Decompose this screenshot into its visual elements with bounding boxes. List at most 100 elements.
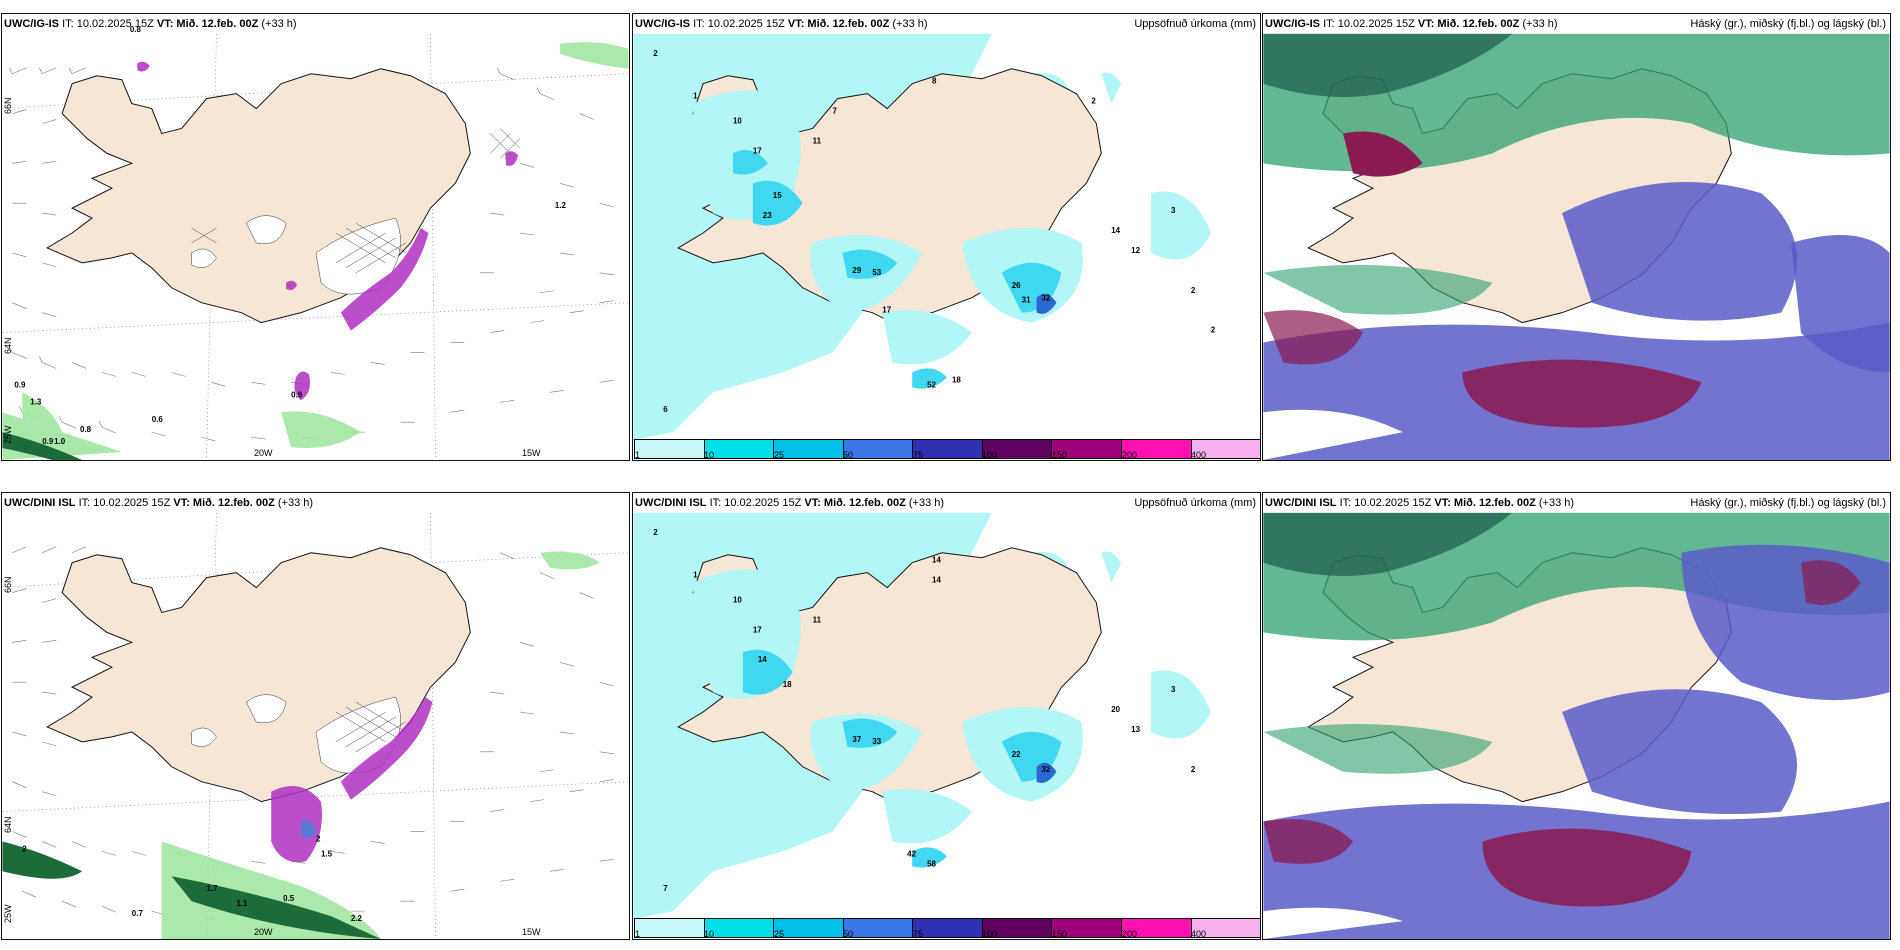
svg-text:0.9: 0.9 [42,437,54,446]
svg-text:0.9: 0.9 [14,380,26,389]
svg-text:1: 1 [693,92,698,101]
legend-label: 400 [1191,450,1207,460]
svg-text:2: 2 [653,49,658,58]
panel-clouds-igis: UWC/IG-IS IT: 10.02.2025 15Z VT: Mið. 12… [1262,13,1891,461]
legend-label: 25 [774,929,785,939]
svg-text:33: 33 [872,737,881,746]
lat-label-25w: 25W [3,425,13,444]
svg-text:18: 18 [952,375,961,384]
svg-text:17: 17 [753,146,762,155]
map-clouds [1263,33,1890,460]
svg-text:1.2: 1.2 [555,201,567,210]
svg-text:11: 11 [813,615,822,624]
svg-text:42: 42 [907,849,916,858]
legend-swatch [1052,440,1122,458]
svg-text:1.1: 1.1 [236,899,248,908]
legend-label: 1 [635,450,641,460]
svg-text:2: 2 [653,528,658,537]
svg-text:22: 22 [1012,750,1021,759]
svg-text:17: 17 [882,306,891,315]
svg-text:58: 58 [927,859,936,868]
legend-swatch [1052,919,1122,937]
svg-text:17: 17 [753,625,762,634]
svg-text:10: 10 [733,596,742,605]
svg-text:1: 1 [693,571,698,580]
svg-text:14: 14 [1111,226,1120,235]
panel-title: Uppsöfnuð úrkoma (mm) [1134,497,1256,509]
svg-text:2: 2 [1211,326,1216,335]
svg-text:12: 12 [1131,246,1140,255]
svg-text:11: 11 [813,136,822,145]
legend-label: 50 [843,929,854,939]
legend-label: 200 [1122,929,1138,939]
svg-text:18: 18 [783,680,792,689]
panel-header: UWC/IG-IS IT: 10.02.2025 15Z VT: Mið. 12… [1265,18,1558,30]
svg-text:23: 23 [763,211,772,220]
svg-text:14: 14 [932,576,941,585]
legend-label: 75 [913,450,924,460]
panel-header: UWC/IG-IS IT: 10.02.2025 15Z VT: Mið. 12… [635,18,928,30]
svg-text:2: 2 [22,844,27,853]
legend-swatch [843,919,914,937]
svg-text:3: 3 [1171,685,1176,694]
svg-text:14: 14 [932,556,941,565]
svg-text:29: 29 [852,266,861,275]
legend-label: 100 [982,450,998,460]
svg-text:7: 7 [663,884,668,893]
map-clouds [1263,512,1890,939]
legend-label: 25 [774,450,785,460]
svg-text:32: 32 [1042,294,1051,303]
svg-text:2: 2 [1191,286,1196,295]
svg-text:1.0: 1.0 [54,437,66,446]
lon-label-15w: 15W [522,927,541,937]
legend-swatch [982,440,1053,458]
panel-header: UWC/DINI ISL IT: 10.02.2025 15Z VT: Mið.… [635,497,945,509]
legend-label: 100 [982,929,998,939]
lon-label-20w: 20W [254,448,273,458]
legend-label: 10 [704,450,715,460]
panel-precip-igis: UWC/IG-IS IT: 10.02.2025 15Z VT: Mið. 12… [632,13,1261,461]
svg-text:52: 52 [927,380,936,389]
svg-text:8: 8 [932,77,937,86]
legend-swatch [1121,440,1192,458]
svg-text:0.8: 0.8 [80,425,92,434]
svg-text:26: 26 [1012,281,1021,290]
svg-text:7: 7 [833,107,838,116]
lat-label-66n: 66N [3,97,13,114]
legend-swatch [704,440,775,458]
panel-header: UWC/DINI ISL IT: 10.02.2025 15Z VT: Mið.… [1265,497,1575,509]
svg-text:0.7: 0.7 [132,909,144,918]
precip-legend [634,918,1260,938]
legend-swatch [635,919,705,937]
lat-label-64n: 64N [3,816,13,833]
legend-label: 400 [1191,929,1207,939]
svg-text:2: 2 [1091,97,1096,106]
svg-text:37: 37 [852,735,861,744]
legend-labels: 1 10 25 50 75 100 150 200 400 [634,929,1260,939]
legend-label: 10 [704,929,715,939]
svg-text:0.8: 0.8 [130,25,142,34]
svg-text:2.2: 2.2 [351,914,363,923]
panel-wind-snow-dini: UWC/DINI ISL IT: 10.02.2025 15Z VT: Mið.… [1,492,630,940]
legend-swatch [913,919,983,937]
legend-label: 200 [1122,450,1138,460]
lon-label-15w: 15W [522,448,541,458]
panel-title: Uppsöfnuð úrkoma (mm) [1134,18,1256,30]
svg-text:53: 53 [872,268,881,277]
legend-swatch [635,440,705,458]
legend-swatch [774,919,844,937]
panel-wind-snow-igis: UWC/IG-IS IT: 10.02.2025 15Z VT: Mið. 12… [1,13,630,461]
panel-clouds-dini: UWC/DINI ISL IT: 10.02.2025 15Z VT: Mið.… [1262,492,1891,940]
panel-precip-dini: UWC/DINI ISL IT: 10.02.2025 15Z VT: Mið.… [632,492,1261,940]
panel-header: UWC/IG-IS IT: 10.02.2025 15Z VT: Mið. 12… [4,18,297,30]
legend-swatch [1191,919,1260,937]
svg-text:14: 14 [758,655,767,664]
legend-swatch [704,919,775,937]
svg-text:1.7: 1.7 [206,884,218,893]
svg-text:2: 2 [1191,765,1196,774]
svg-text:32: 32 [1042,765,1051,774]
legend-swatch [774,440,844,458]
svg-text:13: 13 [1131,725,1140,734]
